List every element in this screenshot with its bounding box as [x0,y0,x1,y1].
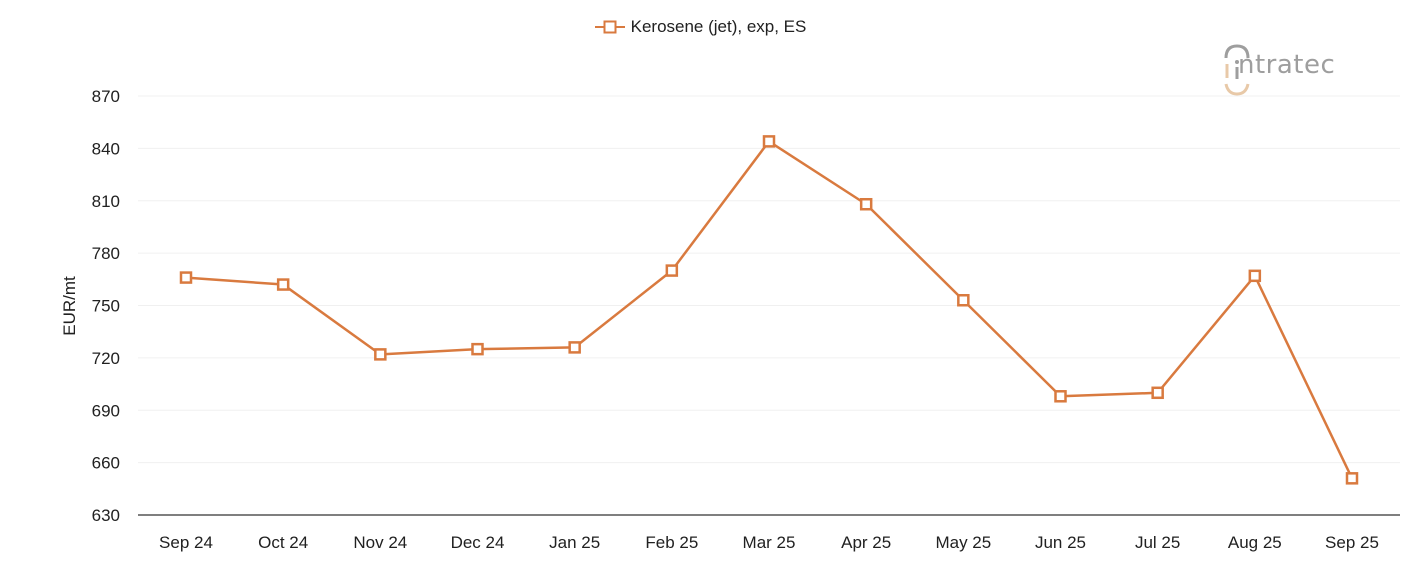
data-point-marker[interactable] [568,341,581,354]
x-tick-label: Apr 25 [841,533,891,552]
x-tick-label: Aug 25 [1228,533,1282,552]
y-tick-label: 780 [92,244,120,263]
y-axis-tick-labels: 630 660 690 720 750 780 810 840 870 [92,87,120,525]
x-tick-label: May 25 [935,533,991,552]
data-point-marker[interactable] [1054,390,1067,403]
y-tick-label: 660 [92,454,120,473]
intratec-logo: ntratec [1222,44,1372,96]
y-tick-label: 690 [92,401,120,420]
legend-marker-icon [594,20,625,34]
legend-item[interactable]: Kerosene (jet), exp, ES [594,17,807,37]
x-tick-label: Oct 24 [258,533,308,552]
x-tick-label: Jan 25 [549,533,600,552]
x-tick-label: Sep 25 [1325,533,1379,552]
y-tick-label: 630 [92,506,120,525]
logo-text: ntratec [1238,50,1336,80]
y-tick-label: 870 [92,87,120,106]
data-point-marker[interactable] [762,135,776,148]
data-point-marker[interactable] [665,264,679,277]
y-tick-label: 720 [92,349,120,368]
x-tick-label: Feb 25 [645,533,698,552]
x-tick-label: Nov 24 [353,533,407,552]
y-axis-label: EUR/mt [60,276,79,336]
y-tick-label: 810 [92,192,120,211]
x-axis-tick-labels: Sep 24 Oct 24 Nov 24 Dec 24 Jan 25 Feb 25 Mar … [159,533,1379,552]
legend-label: Kerosene (jet), exp, ES [630,17,807,36]
data-point-marker[interactable] [1345,472,1359,485]
grid-lines [138,95,1400,464]
y-tick-label: 750 [92,297,120,316]
data-point-marker[interactable] [179,271,193,284]
x-tick-label: Mar 25 [743,533,796,552]
data-point-marker[interactable] [859,197,873,211]
x-tick-label: Jul 25 [1135,533,1180,552]
x-tick-label: Sep 24 [159,533,213,552]
logo-mark-icon [1224,44,1250,96]
series-line [185,140,1354,479]
data-point-marker[interactable] [1151,386,1164,400]
x-tick-label: Jun 25 [1035,533,1086,552]
data-point-marker[interactable] [471,342,484,356]
legend: Kerosene (jet), exp, ES [0,17,1401,40]
data-point-marker[interactable] [276,278,290,291]
x-tick-label: Dec 24 [451,533,505,552]
series-kerosene-jet [179,135,1359,485]
data-point-marker[interactable] [374,348,387,361]
data-point-marker[interactable] [957,294,970,307]
data-point-marker[interactable] [1248,269,1262,283]
y-tick-label: 840 [92,139,120,158]
